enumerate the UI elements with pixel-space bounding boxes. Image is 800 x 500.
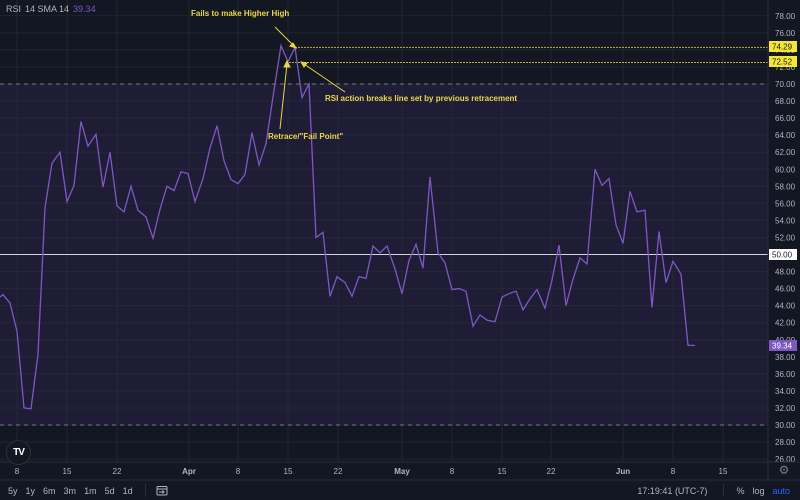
- tradingview-logo-icon[interactable]: TV: [6, 440, 31, 465]
- upper-line-tag-text: 74.29: [772, 43, 793, 52]
- price-tags: 74.29 72.52 50.00 39.34: [769, 41, 797, 351]
- clock-time[interactable]: 17:19:41 (UTC-7): [637, 485, 708, 496]
- time-axis-labels: 8 15 22 Apr 8 15 22 May 8 15 22 Jun 8 15: [15, 467, 728, 476]
- price-axis-labels: 78.0076.0074.0072.0070.0068.0066.0064.00…: [775, 12, 796, 464]
- price-axis-label: 36.00: [775, 370, 796, 379]
- range-button-5d[interactable]: 5d: [104, 485, 115, 496]
- price-axis-label: 56.00: [775, 199, 796, 208]
- range-button-1m[interactable]: 1m: [84, 485, 97, 496]
- current-value-tag-text: 39.34: [772, 342, 793, 351]
- range-button-1y[interactable]: 1y: [25, 485, 36, 496]
- time-axis-label: 22: [334, 467, 343, 476]
- price-axis-label: 58.00: [775, 182, 796, 191]
- price-axis-label: 28.00: [775, 438, 796, 447]
- price-axis-label: 66.00: [775, 114, 796, 123]
- rsi-line: [0, 43, 695, 410]
- annotation-breaks-line[interactable]: RSI action breaks line set by previous r…: [325, 94, 518, 103]
- range-button-5y[interactable]: 5y: [8, 485, 18, 496]
- time-axis-label: 8: [671, 467, 676, 476]
- breaks-line-arrow: [303, 63, 346, 93]
- midline-tag: [769, 249, 797, 260]
- indicator-params: 14 SMA 14: [25, 4, 70, 14]
- indicator-name: RSI: [6, 4, 22, 14]
- auto-scale-toggle[interactable]: auto: [772, 485, 790, 496]
- price-axis-label: 78.00: [775, 12, 796, 21]
- price-axis-label: 38.00: [775, 353, 796, 362]
- time-axis-label: 8: [236, 467, 241, 476]
- time-axis-label: 15: [63, 467, 72, 476]
- price-axis-label: 64.00: [775, 131, 796, 140]
- midline-tag-text: 50.00: [772, 251, 793, 260]
- time-axis-label: May: [394, 467, 410, 476]
- price-axis-label: 70.00: [775, 80, 796, 89]
- range-button-3m[interactable]: 3m: [63, 485, 77, 496]
- indicator-legend[interactable]: RSI 14 SMA 14 39.34: [6, 4, 96, 14]
- time-axis-label: 22: [547, 467, 556, 476]
- annotation-higher-high[interactable]: Fails to make Higher High: [191, 9, 290, 18]
- price-axis-label: 62.00: [775, 148, 796, 157]
- toolbar-separator: [723, 484, 725, 497]
- range-button-6m[interactable]: 6m: [43, 485, 56, 496]
- time-axis-label: 22: [113, 467, 122, 476]
- price-axis-label: 34.00: [775, 387, 796, 396]
- indicator-value: 39.34: [73, 4, 96, 14]
- price-axis-label: 42.00: [775, 319, 796, 328]
- time-axis-label: 8: [450, 467, 455, 476]
- retrace-arrow: [279, 63, 288, 130]
- upper-line-tag: [769, 41, 797, 52]
- price-axis-label: 68.00: [775, 97, 796, 106]
- arrow-head-icon: [283, 59, 291, 68]
- annotation-retrace[interactable]: Retrace/"Fail Point": [268, 132, 344, 141]
- price-axis-label: 72.00: [775, 63, 796, 72]
- price-axis-label: 46.00: [775, 285, 796, 294]
- arrow-head-icon: [300, 61, 308, 68]
- lower-line-tag-text: 72.52: [772, 58, 793, 67]
- right-tools: 17:19:41 (UTC-7) % log auto: [637, 481, 794, 500]
- price-axis-label: 26.00: [775, 455, 796, 464]
- go-to-date-icon[interactable]: [156, 485, 168, 496]
- price-axis-label: 54.00: [775, 216, 796, 225]
- toolbar-separator: [144, 484, 146, 497]
- log-scale-toggle[interactable]: log: [752, 485, 765, 496]
- time-axis-label: Jun: [616, 467, 630, 476]
- vertical-gridlines: [16, 0, 724, 462]
- current-value-tag: [769, 340, 797, 351]
- price-axis-label: 44.00: [775, 302, 796, 311]
- price-axis-label: 32.00: [775, 404, 796, 413]
- price-axis-label: 30.00: [775, 421, 796, 430]
- settings-gear-icon[interactable]: ⚙: [778, 463, 790, 477]
- higher-high-arrow: [274, 26, 295, 47]
- range-button-1d[interactable]: 1d: [122, 485, 133, 496]
- percent-scale-toggle[interactable]: %: [736, 485, 745, 496]
- time-axis-label: 15: [498, 467, 507, 476]
- time-axis-label: 8: [15, 467, 20, 476]
- price-axis[interactable]: [768, 0, 800, 480]
- time-axis-label: 15: [284, 467, 293, 476]
- time-axis-label: Apr: [182, 467, 196, 476]
- lower-line-tag: [769, 56, 797, 67]
- arrow-head-icon: [289, 42, 298, 49]
- annotation-arrows: [274, 26, 346, 130]
- time-axis-label: 15: [719, 467, 728, 476]
- bottom-toolbar: 5y 1y 6m 3m 1m 5d 1d 17:19:41 (UTC-7) % log au…: [0, 481, 800, 500]
- price-axis-label: 76.00: [775, 29, 796, 38]
- price-axis-label: 60.00: [775, 165, 796, 174]
- range-buttons: 5y 1y 6m 3m 1m 5d 1d: [4, 486, 137, 496]
- price-axis-label: 48.00: [775, 268, 796, 277]
- price-axis-label: 52.00: [775, 233, 796, 242]
